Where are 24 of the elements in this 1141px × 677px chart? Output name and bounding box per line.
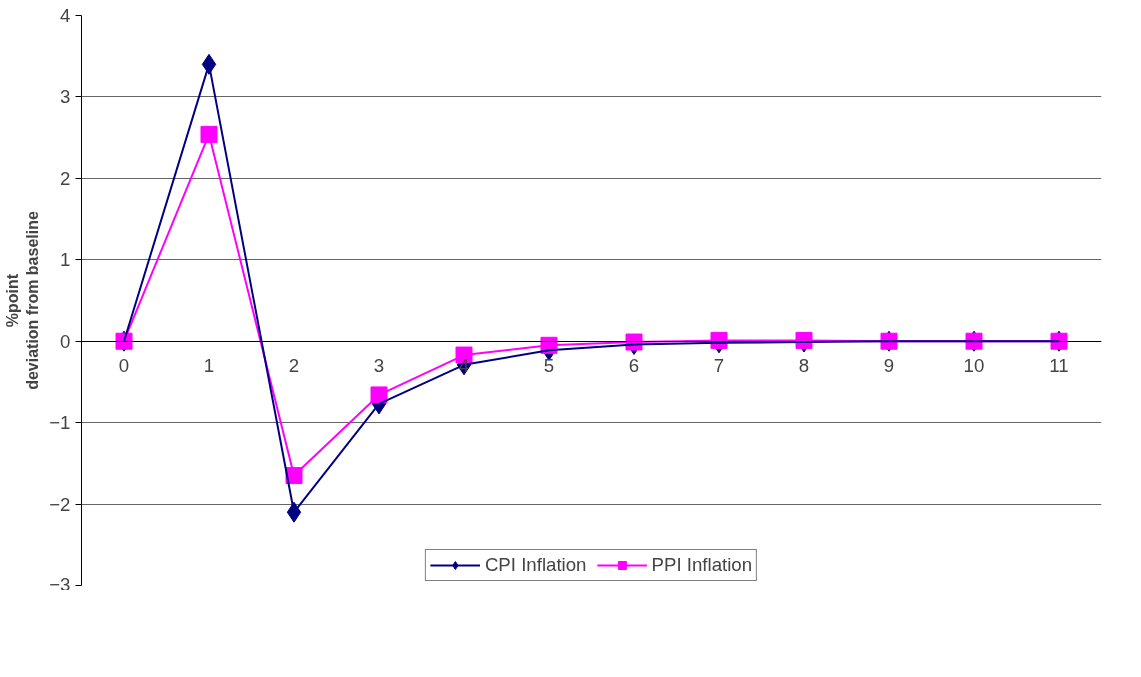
x-tick-label: 7: [713, 355, 725, 377]
y-tick-label: 2: [60, 167, 71, 189]
x-tick-label: 9: [883, 355, 895, 377]
legend-label: CPI Inflation: [484, 554, 587, 576]
y-tick-label: 3: [60, 86, 71, 108]
x-tick-label: 10: [963, 355, 985, 377]
x-tick-label: 6: [628, 355, 640, 377]
y-tick-label: −3: [49, 573, 71, 595]
x-tick-label: 3: [373, 355, 385, 377]
y-tick-label: −1: [49, 412, 71, 434]
y-tick-label: 1: [60, 249, 71, 271]
y-tick-label: 0: [60, 330, 71, 352]
point: [370, 386, 388, 404]
x-tick-label: 8: [798, 355, 810, 377]
y-tick-label: −2: [49, 493, 71, 515]
x-tick-label: 2: [288, 355, 300, 377]
x-tick-label: 11: [1049, 355, 1069, 377]
x-tick-label: 0: [118, 355, 130, 377]
x-tick-label: 5: [543, 355, 555, 377]
y-tick-label: 4: [60, 5, 71, 26]
legend-label: PPI Inflation: [651, 554, 753, 576]
y-axis-title: %point deviation from baseline: [3, 211, 42, 390]
point: [200, 125, 218, 143]
x-tick-label: 1: [203, 355, 215, 377]
